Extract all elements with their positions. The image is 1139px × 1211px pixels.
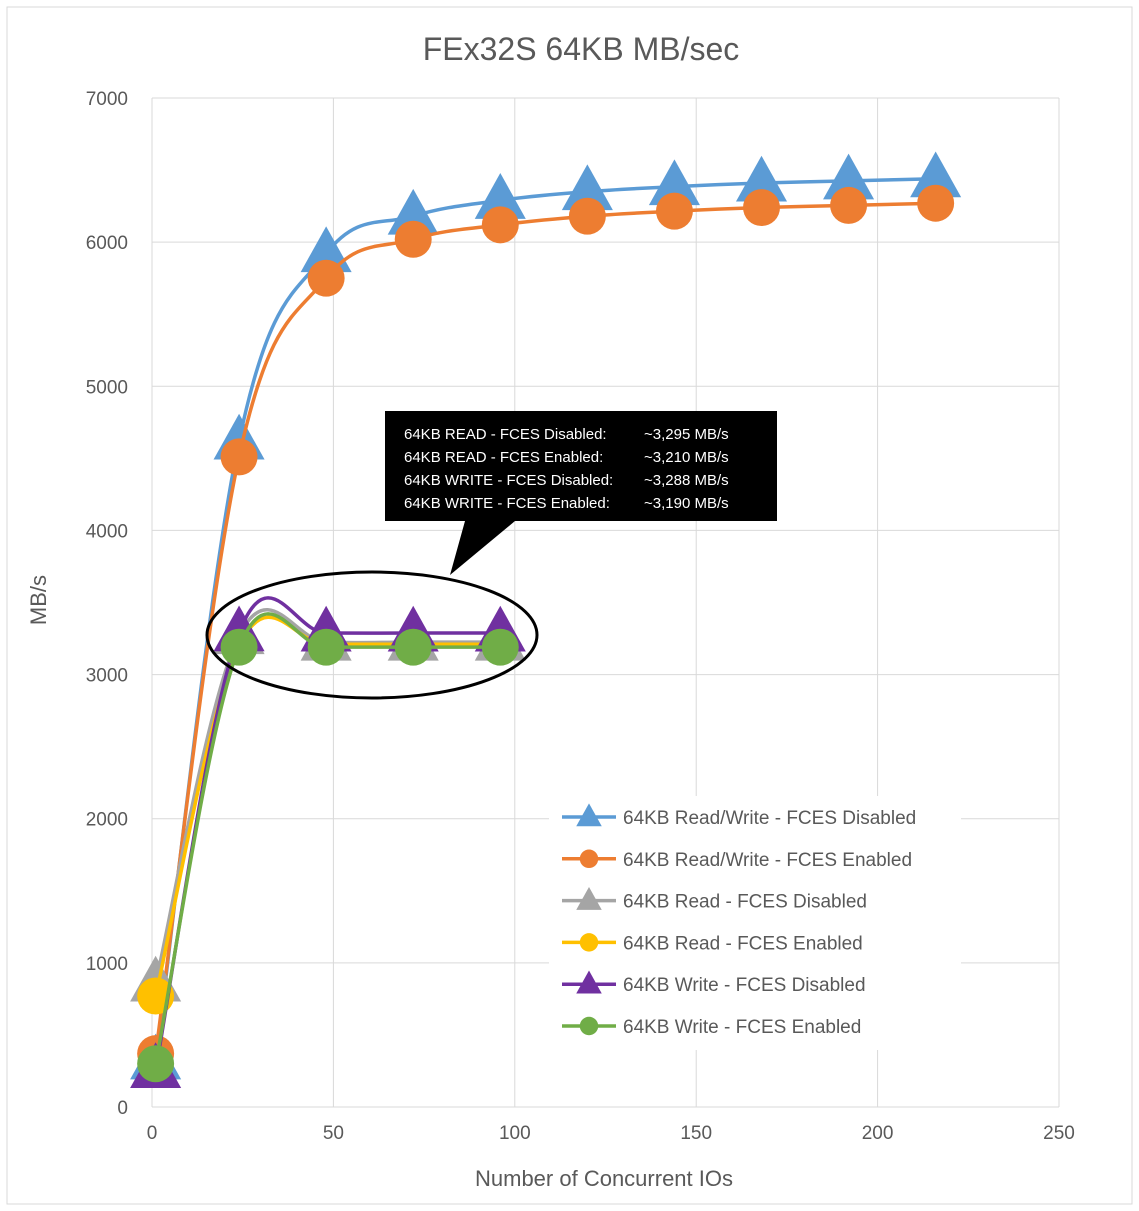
x-tick-label: 200 [862, 1123, 894, 1144]
callout-box [385, 411, 777, 575]
x-tick-label: 250 [1043, 1123, 1075, 1144]
chart-frame [6, 6, 1133, 1205]
legend-label: 64KB Write - FCES Enabled [623, 1017, 861, 1038]
series-line [153, 612, 501, 1065]
data-point [474, 173, 526, 219]
y-tick-label: 1000 [86, 954, 128, 975]
callout-label: 64KB READ - FCES Disabled: [404, 426, 607, 443]
y-tick-label: 0 [117, 1098, 128, 1119]
y-axis-title: MB/s [26, 575, 51, 625]
data-point [481, 628, 519, 666]
legend-marker [576, 970, 602, 994]
x-tick-label: 100 [499, 1123, 531, 1144]
data-point [735, 155, 788, 202]
data-point [743, 189, 780, 227]
data-point [137, 1045, 175, 1083]
x-tick-label: 50 [323, 1123, 344, 1144]
data-point [307, 259, 345, 297]
callout-value: ~3,210 MB/s [644, 449, 729, 466]
data-point [823, 153, 875, 200]
legend: 64KB Read/Write - FCES Disabled 64KB Read… [549, 796, 961, 1050]
callout-label: 64KB WRITE - FCES Disabled: [404, 472, 613, 489]
legend-marker [579, 1016, 599, 1036]
highlight-ellipse [205, 570, 539, 700]
legend-label: 64KB Write - FCES Disabled [623, 975, 866, 996]
y-tick-label: 6000 [86, 233, 128, 254]
y-tick-label: 2000 [86, 810, 128, 831]
callout-label: 64KB READ - FCES Enabled: [404, 449, 603, 466]
y-axis-ticks: 0 1000 2000 3000 4000 5000 6000 7000 [86, 89, 128, 1119]
legend-label: 64KB Read - FCES Enabled [623, 933, 863, 954]
gridlines [151, 97, 1060, 1108]
data-point [561, 164, 613, 211]
series-layer [130, 151, 962, 1089]
y-tick-label: 4000 [86, 521, 128, 542]
data-point [307, 628, 345, 666]
data-point [394, 628, 432, 666]
data-point [648, 159, 700, 206]
x-tick-label: 0 [147, 1123, 158, 1144]
x-axis-title: Number of Concurrent IOs [475, 1166, 733, 1191]
data-point [481, 206, 519, 244]
legend-marker [579, 933, 599, 952]
callout-value: ~3,295 MB/s [644, 426, 729, 443]
chart-title: FEx32S 64KB MB/sec [423, 31, 740, 67]
x-axis-ticks: 0 50 100 150 200 250 [147, 1123, 1075, 1144]
series-5 [137, 612, 519, 1083]
series-3 [137, 615, 519, 1015]
data-point [830, 186, 868, 224]
data-point [394, 220, 432, 258]
data-point [300, 226, 352, 273]
legend-label: 64KB Read/Write - FCES Disabled [623, 808, 916, 829]
callout-value: ~3,288 MB/s [644, 472, 729, 489]
y-tick-label: 3000 [86, 666, 128, 687]
data-point [387, 188, 439, 235]
y-tick-label: 5000 [86, 377, 128, 398]
legend-label: 64KB Read - FCES Disabled [623, 892, 867, 913]
series-4 [130, 596, 526, 1089]
data-point [655, 192, 693, 230]
legend-marker [579, 849, 599, 869]
data-point [220, 438, 258, 476]
series-line [153, 608, 501, 984]
data-point [917, 184, 955, 222]
data-point [220, 628, 258, 666]
x-tick-label: 150 [680, 1123, 712, 1144]
series-2 [130, 608, 526, 1002]
legend-marker [576, 803, 602, 827]
annotation-callout: 64KB READ - FCES Disabled: ~3,295 MB/s 64K… [205, 411, 777, 700]
data-point [910, 151, 962, 198]
legend-box [549, 796, 961, 1050]
callout-value: ~3,190 MB/s [644, 495, 729, 512]
legend-label: 64KB Read/Write - FCES Enabled [623, 850, 912, 871]
callout-label: 64KB WRITE - FCES Enabled: [404, 495, 610, 512]
series-line [153, 596, 501, 1070]
data-point [568, 197, 606, 235]
y-tick-label: 7000 [86, 89, 128, 110]
legend-marker [576, 886, 602, 910]
